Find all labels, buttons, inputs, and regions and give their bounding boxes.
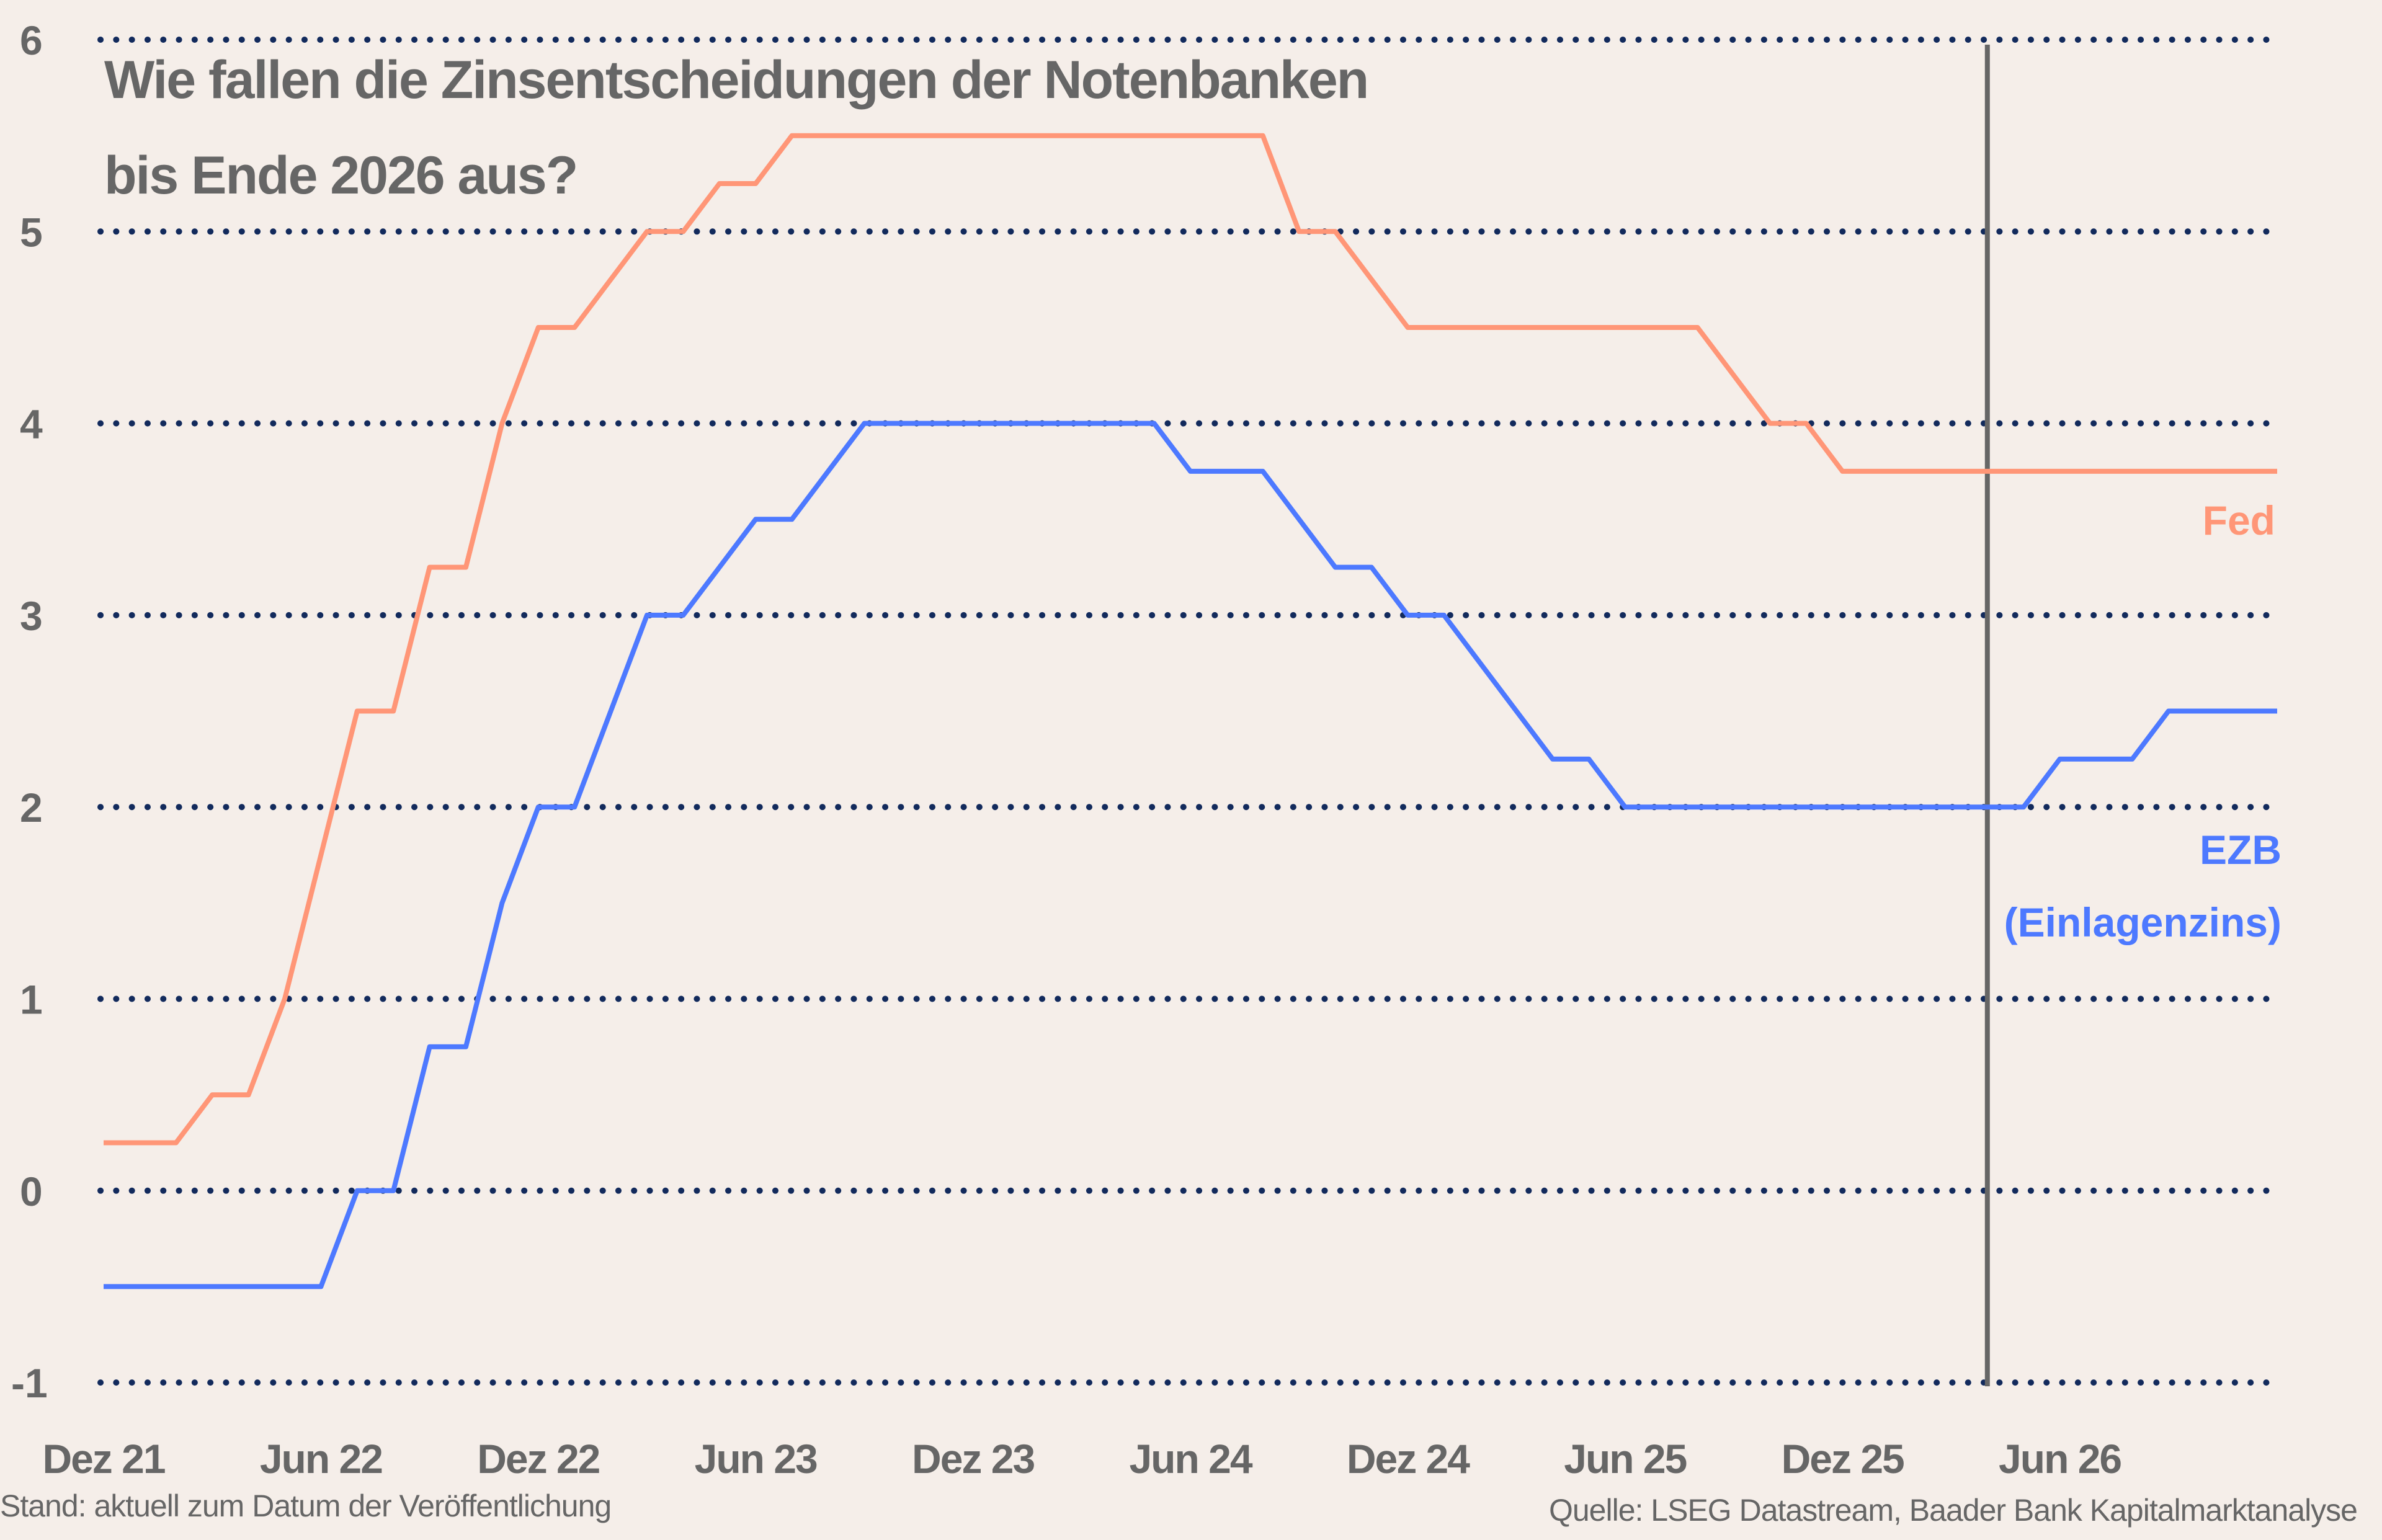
x-axis-ticks: Dez 21 Jun 22 Dez 22 Jun 23 Dez 23 Jun 24 Dez … (42, 1436, 2122, 1482)
footer-source: Quelle: LSEG Datastream, Baader Bank Kap… (1549, 1493, 2357, 1528)
y-tick-label: 4 (20, 401, 43, 447)
y-axis-ticks: -1 0 1 2 3 4 5 6 (11, 17, 48, 1406)
fed-series-label: Fed (2203, 497, 2275, 543)
x-tick-label: Dez 21 (42, 1436, 164, 1482)
x-tick-label: Dez 23 (912, 1436, 1034, 1482)
gridlines (97, 37, 2281, 1386)
fed-series-line (104, 133, 2277, 1146)
ezb-series-label: EZB (2200, 827, 2282, 873)
y-tick-label: 0 (20, 1168, 43, 1214)
ezb-series-sublabel: (Einlagenzins) (2004, 899, 2282, 945)
footer-status: Stand: aktuell zum Datum der Veröffentli… (0, 1489, 611, 1523)
x-tick-label: Jun 26 (1999, 1436, 2121, 1482)
x-tick-label: Jun 23 (695, 1436, 817, 1482)
x-tick-label: Jun 22 (260, 1436, 382, 1482)
ezb-series-line (104, 421, 2277, 1289)
y-tick-label: -1 (11, 1360, 48, 1406)
x-tick-label: Jun 24 (1129, 1436, 1252, 1482)
y-tick-label: 6 (20, 17, 43, 63)
y-tick-label: 3 (20, 593, 43, 639)
y-tick-label: 5 (20, 209, 43, 255)
x-tick-label: Dez 22 (477, 1436, 599, 1482)
x-tick-label: Dez 24 (1347, 1436, 1470, 1482)
x-tick-label: Dez 25 (1782, 1436, 1904, 1482)
y-tick-label: 2 (20, 785, 43, 830)
y-tick-label: 1 (20, 977, 43, 1023)
chart-title-line1: Wie fallen die Zinsentscheidungen der No… (104, 50, 1368, 110)
chart-title-line2: bis Ende 2026 aus? (104, 146, 577, 205)
x-tick-label: Jun 25 (1564, 1436, 1686, 1482)
